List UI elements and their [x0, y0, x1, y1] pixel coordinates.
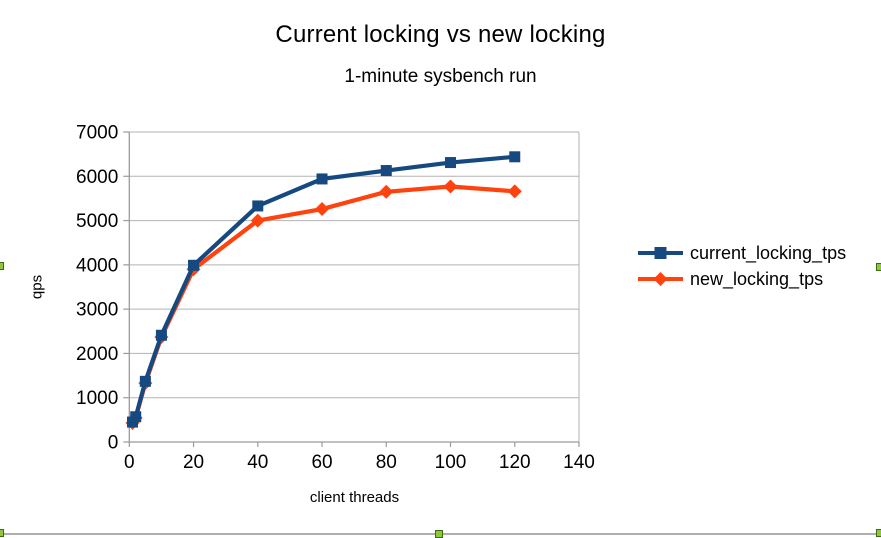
data-point-diamond — [443, 179, 458, 194]
data-point-square — [252, 200, 264, 212]
y-tick-label: 5000 — [76, 211, 118, 232]
chart-subtitle: 1-minute sysbench run — [344, 66, 537, 87]
data-point-square — [380, 165, 392, 177]
y-tick-label: 1000 — [76, 388, 118, 409]
x-tick-label: 20 — [183, 452, 204, 473]
x-axis-title: client threads — [309, 489, 400, 506]
data-point-square — [155, 329, 167, 341]
legend-label: current_locking_tps — [690, 242, 847, 263]
legend-marker-diamond-icon — [638, 272, 683, 286]
data-point-square — [188, 259, 200, 271]
data-point-square — [509, 151, 521, 163]
x-tick-label: 60 — [311, 452, 332, 473]
selection-handle-bottom-right[interactable] — [876, 529, 881, 537]
chart-title: Current locking vs new locking — [275, 21, 606, 48]
x-tick-label: 80 — [376, 452, 397, 473]
series-line-new_locking_tps — [130, 184, 515, 425]
selection-handle-right-middle[interactable] — [876, 263, 881, 271]
y-tick-label: 0 — [108, 433, 119, 454]
x-tick-label: 0 — [124, 452, 135, 473]
x-tick-label: 100 — [435, 452, 467, 473]
x-tick-label: 140 — [563, 452, 595, 473]
data-point-diamond — [507, 184, 522, 199]
y-axis-title: qps — [28, 274, 46, 300]
selection-handle-left-middle[interactable] — [0, 262, 4, 270]
y-tick-label: 2000 — [76, 344, 118, 365]
y-tick-label: 4000 — [76, 255, 118, 276]
legend-item-current_locking_tps: current_locking_tps — [637, 240, 846, 266]
data-point-square — [130, 411, 142, 423]
legend-label: new_locking_tps — [690, 268, 824, 289]
legend-item-new_locking_tps: new_locking_tps — [637, 266, 846, 292]
y-tick-label: 3000 — [76, 300, 118, 321]
x-tick-label: 120 — [499, 452, 531, 473]
x-tick-label: 40 — [247, 452, 268, 473]
data-point-diamond — [315, 202, 330, 217]
series-line-current_locking_tps — [130, 154, 515, 424]
legend-marker-square-icon — [638, 247, 683, 259]
data-point-square — [445, 157, 457, 169]
data-point-square — [139, 375, 151, 387]
data-point-diamond — [379, 184, 394, 199]
data-point-diamond — [250, 213, 265, 228]
selection-handle-bottom-left[interactable] — [0, 529, 4, 537]
y-tick-label: 7000 — [76, 123, 118, 144]
y-tick-label: 6000 — [76, 167, 118, 188]
data-point-square — [316, 173, 328, 185]
selection-handle-bottom-center[interactable] — [435, 530, 443, 538]
legend: current_locking_tps new_locking_tps — [637, 240, 846, 292]
